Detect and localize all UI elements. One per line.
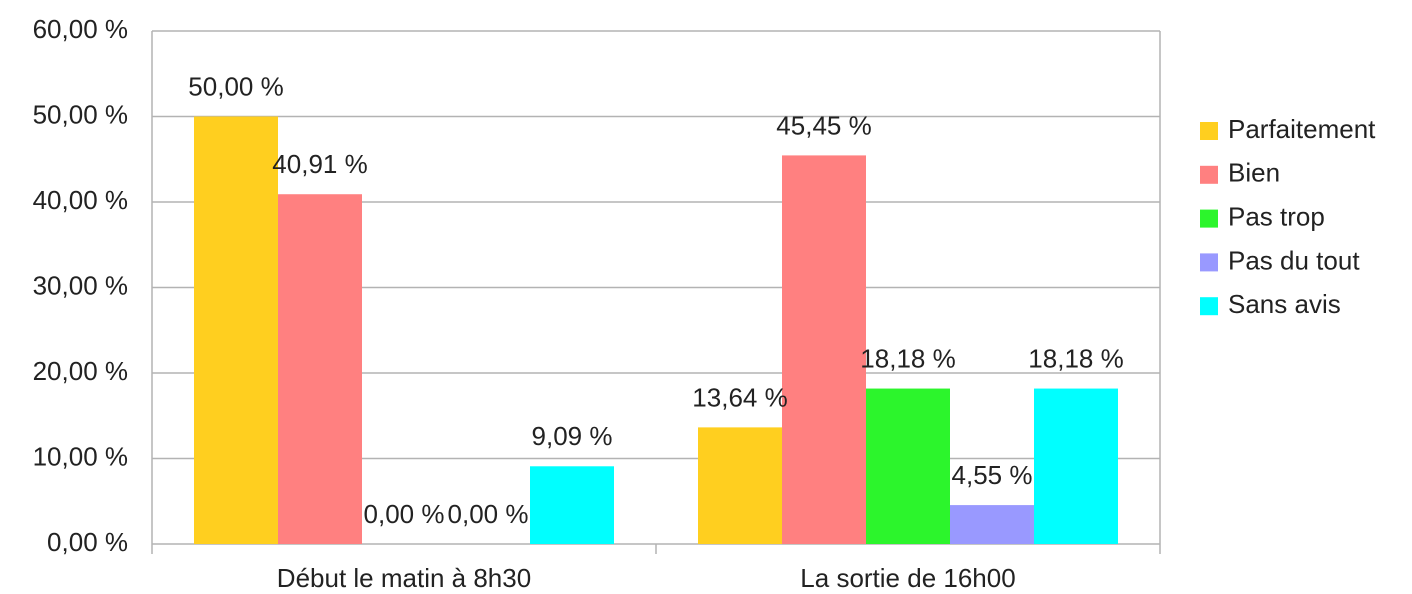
legend-label: Sans avis (1228, 289, 1341, 319)
legend-label: Parfaitement (1228, 114, 1376, 144)
legend-label: Pas trop (1228, 201, 1325, 231)
bar (530, 466, 614, 544)
data-label: 13,64 % (692, 382, 787, 412)
bar (782, 155, 866, 544)
legend-label: Pas du tout (1228, 245, 1360, 275)
y-tick-label: 50,00 % (33, 99, 128, 129)
bar (698, 427, 782, 544)
y-tick-label: 20,00 % (33, 356, 128, 386)
bar (866, 388, 950, 544)
legend-swatch (1200, 297, 1218, 316)
legend-swatch (1200, 253, 1218, 272)
y-tick-label: 0,00 % (47, 527, 128, 557)
y-tick-label: 10,00 % (33, 441, 128, 471)
bar (278, 194, 362, 545)
legend-swatch (1200, 209, 1218, 228)
legend-label: Bien (1228, 158, 1280, 188)
x-tick-label: La sortie de 16h00 (800, 563, 1015, 593)
data-label: 0,00 % (364, 499, 445, 529)
bar (194, 116, 278, 544)
bar (950, 505, 1034, 544)
bar (1034, 388, 1118, 544)
data-label: 45,45 % (776, 110, 871, 140)
data-label: 9,09 % (532, 421, 613, 451)
data-label: 0,00 % (448, 499, 529, 529)
data-label: 18,18 % (860, 343, 955, 373)
data-label: 40,91 % (272, 149, 367, 179)
y-tick-label: 30,00 % (33, 270, 128, 300)
x-tick-label: Début le matin à 8h30 (277, 563, 531, 593)
data-label: 4,55 % (952, 460, 1033, 490)
data-label: 50,00 % (188, 71, 283, 101)
y-tick-label: 40,00 % (33, 185, 128, 215)
y-tick-label: 60,00 % (33, 14, 128, 44)
legend-swatch (1200, 165, 1218, 184)
data-label: 18,18 % (1028, 343, 1123, 373)
legend-swatch (1200, 122, 1218, 140)
